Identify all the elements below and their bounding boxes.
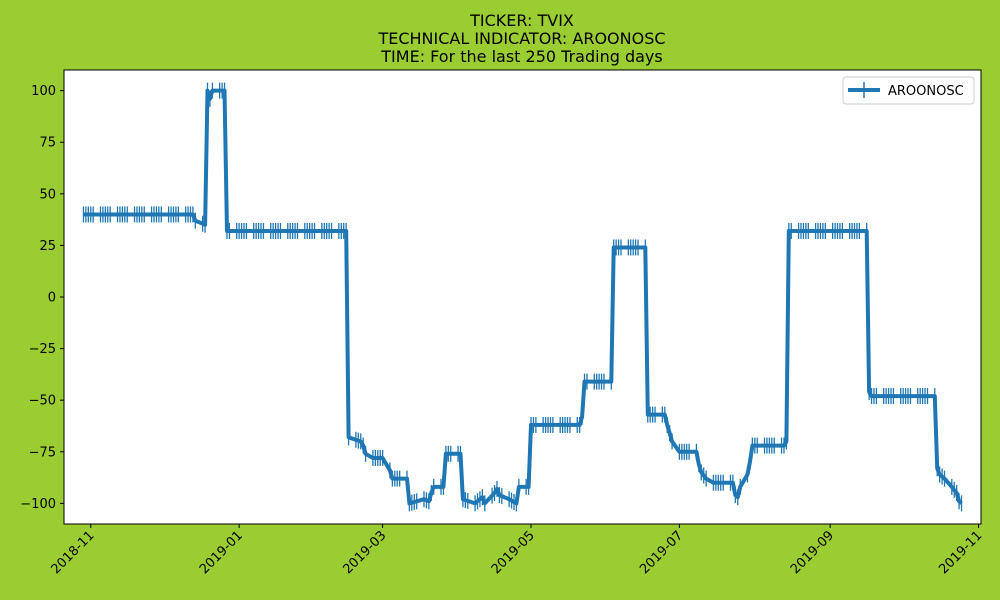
y-tick-label: −50 (29, 394, 56, 409)
legend-box (842, 76, 975, 105)
plot-frame (63, 69, 982, 525)
y-tick-label: 75 (39, 136, 56, 151)
y-tick-label: 25 (39, 239, 56, 254)
legend: AROONOSC (842, 76, 975, 105)
y-tick-label: 0 (48, 291, 56, 306)
chart-title-time: TIME: For the last 250 Trading days (380, 47, 662, 66)
plot-area (64, 70, 981, 524)
y-tick-label: −25 (29, 342, 56, 357)
chart-title-indicator: TECHNICAL INDICATOR: AROONOSC (377, 29, 665, 48)
series-layer (82, 82, 963, 512)
y-tick-label: 100 (31, 84, 56, 99)
y-tick-label: −100 (20, 497, 56, 512)
legend-label-aroonosc: AROONOSC (888, 84, 964, 99)
y-tick-label: −75 (29, 445, 56, 460)
chart-title-ticker: TICKER: TVIX (469, 11, 574, 30)
y-tick-label: 50 (39, 187, 56, 202)
series-markers (82, 82, 963, 512)
